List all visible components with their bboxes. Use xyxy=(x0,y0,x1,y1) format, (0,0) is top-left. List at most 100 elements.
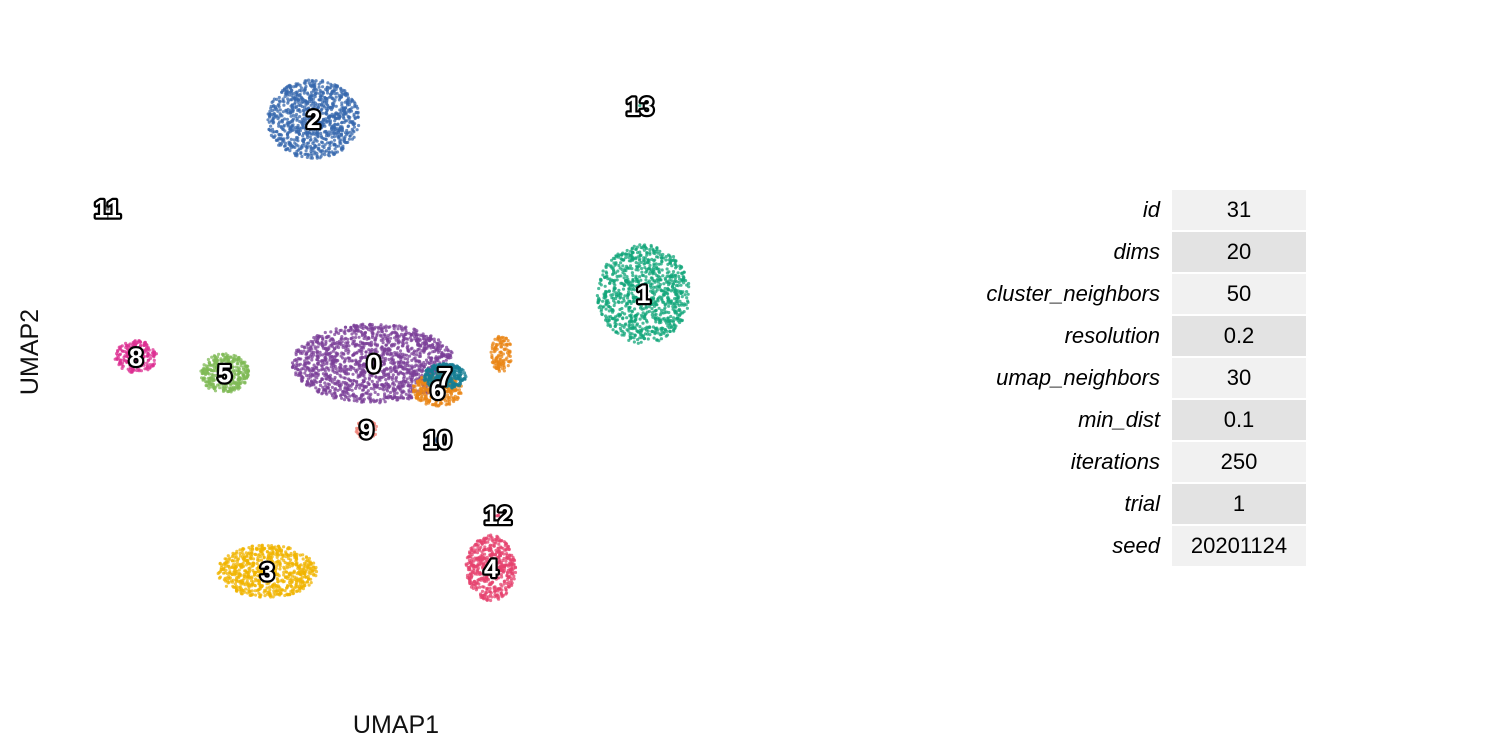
point xyxy=(657,262,661,266)
point xyxy=(315,358,320,362)
point xyxy=(339,134,343,138)
point xyxy=(338,108,342,112)
point xyxy=(673,305,677,309)
point xyxy=(406,349,410,353)
point xyxy=(493,337,497,341)
point xyxy=(288,85,292,89)
point xyxy=(343,325,348,329)
point xyxy=(630,309,634,313)
point xyxy=(359,383,363,387)
point xyxy=(495,536,499,540)
point xyxy=(247,567,251,571)
point xyxy=(638,275,642,279)
point xyxy=(667,304,671,308)
point xyxy=(340,126,344,131)
point xyxy=(295,572,299,576)
point xyxy=(621,258,625,262)
point xyxy=(333,143,337,147)
point xyxy=(322,362,326,366)
point xyxy=(631,326,635,330)
point xyxy=(251,561,256,565)
point xyxy=(500,550,504,554)
point xyxy=(352,112,356,116)
point xyxy=(653,280,657,284)
point xyxy=(315,88,319,92)
point xyxy=(304,149,308,153)
point xyxy=(480,594,484,599)
point xyxy=(282,579,286,584)
point xyxy=(382,372,386,376)
point xyxy=(378,333,383,337)
point xyxy=(306,152,310,156)
point xyxy=(331,369,335,373)
point xyxy=(286,101,290,105)
point xyxy=(305,352,309,356)
point xyxy=(286,135,290,139)
point xyxy=(393,395,397,399)
point xyxy=(295,552,299,556)
point xyxy=(665,333,670,337)
point xyxy=(497,597,501,601)
point xyxy=(643,326,647,331)
point xyxy=(314,574,318,578)
point xyxy=(415,329,419,333)
point xyxy=(489,350,493,354)
point xyxy=(317,146,321,150)
point xyxy=(497,369,501,373)
point xyxy=(441,354,445,358)
point xyxy=(413,356,417,360)
point xyxy=(278,567,282,571)
point xyxy=(444,358,448,362)
point xyxy=(310,79,314,83)
point xyxy=(357,123,361,128)
point xyxy=(302,349,306,353)
point xyxy=(291,571,295,575)
point xyxy=(429,358,433,362)
point xyxy=(301,126,305,130)
point xyxy=(307,78,311,82)
point xyxy=(210,369,214,373)
point xyxy=(382,397,386,401)
point xyxy=(613,321,617,325)
point xyxy=(298,362,302,366)
point xyxy=(604,307,608,311)
point xyxy=(357,363,361,367)
point xyxy=(300,104,304,109)
point xyxy=(246,573,250,578)
point xyxy=(236,359,240,363)
point xyxy=(301,134,305,138)
point xyxy=(277,95,281,100)
point xyxy=(325,131,329,136)
point xyxy=(362,344,366,348)
point xyxy=(241,365,245,370)
point xyxy=(256,588,260,593)
point xyxy=(302,363,306,367)
point xyxy=(206,357,210,362)
point xyxy=(213,362,217,366)
point xyxy=(360,333,364,338)
point xyxy=(244,376,249,380)
point xyxy=(373,390,377,394)
point xyxy=(650,307,654,311)
point xyxy=(316,345,320,349)
point xyxy=(343,357,347,361)
point xyxy=(655,326,659,330)
point xyxy=(277,115,281,119)
point xyxy=(326,146,331,151)
point xyxy=(603,284,607,288)
point xyxy=(418,352,422,356)
point xyxy=(279,133,284,137)
point xyxy=(349,368,353,372)
point xyxy=(366,336,370,340)
point xyxy=(342,337,347,341)
point xyxy=(632,300,636,304)
point xyxy=(296,108,300,113)
point xyxy=(362,362,366,366)
point xyxy=(245,576,249,580)
point xyxy=(512,577,516,581)
point xyxy=(410,367,414,371)
point xyxy=(685,306,690,310)
point xyxy=(337,144,341,148)
point xyxy=(609,293,613,297)
point xyxy=(508,349,512,353)
